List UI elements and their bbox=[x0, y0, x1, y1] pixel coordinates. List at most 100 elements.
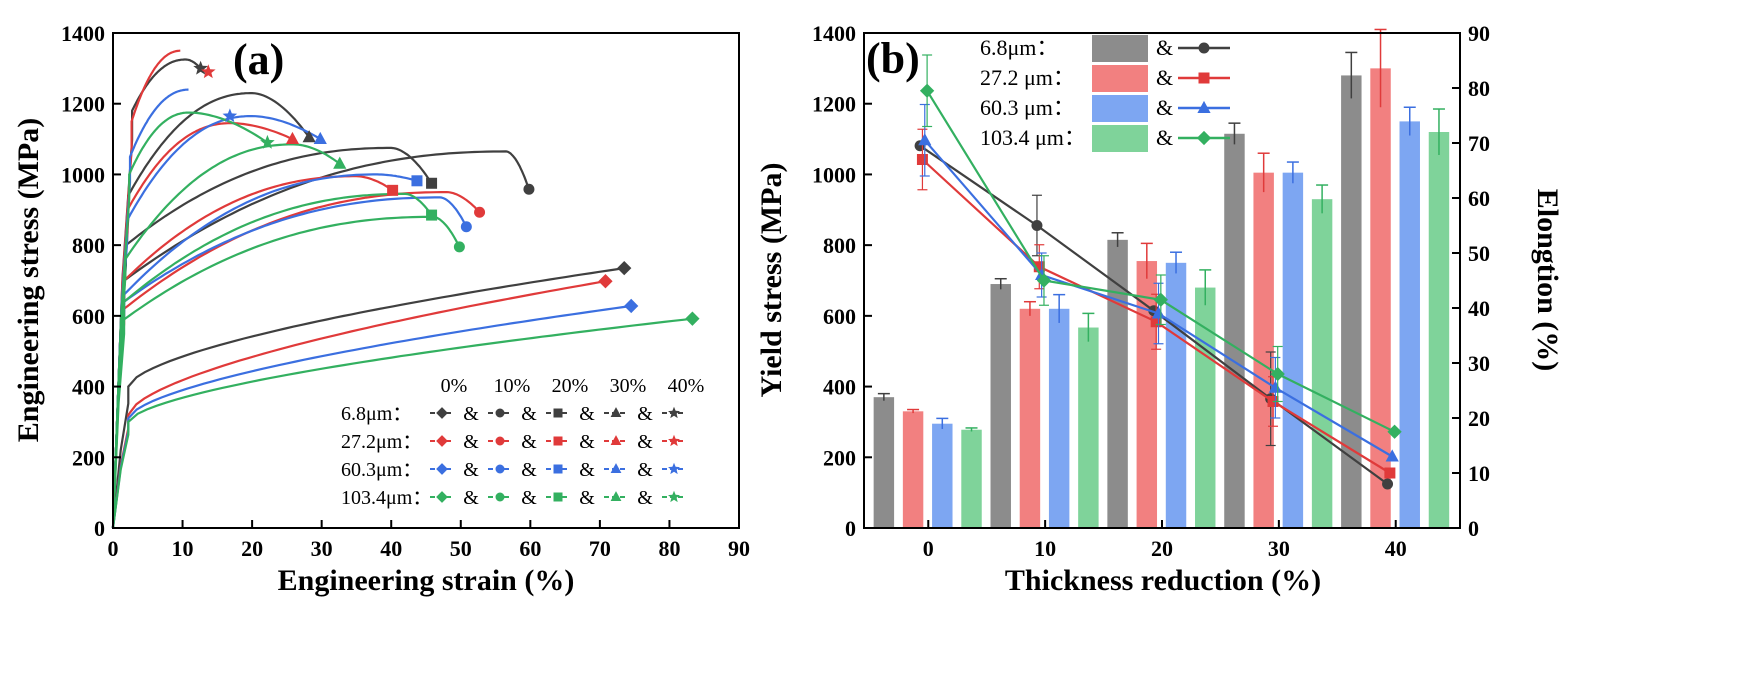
curve-27.2um-20% bbox=[111, 175, 394, 529]
panel-b-label: (b) bbox=[866, 34, 920, 83]
x-tick-label: 0 bbox=[108, 536, 119, 561]
curve-6.8um-0% bbox=[111, 267, 625, 529]
curve-103.4um-10% bbox=[111, 215, 461, 529]
legend-bar-swatch bbox=[1092, 125, 1148, 152]
curve-60.3um-20% bbox=[111, 173, 418, 529]
x-tick-label: 50 bbox=[450, 536, 472, 561]
curve-103.4um-20% bbox=[111, 192, 433, 529]
panel-a-y-axis-title: Engineering stress (MPa) bbox=[12, 118, 45, 442]
legend-marker-star bbox=[668, 490, 680, 503]
end-marker-60.3um-30% bbox=[313, 131, 327, 145]
end-marker-60.3um-0% bbox=[624, 298, 639, 314]
elongation-point-103.4um-40 bbox=[1387, 424, 1402, 439]
bar-27.2um-0 bbox=[902, 411, 924, 528]
legend-amp: & bbox=[1156, 35, 1173, 60]
y-tick-label: 0 bbox=[94, 516, 105, 541]
elongation-point-27.2um-0 bbox=[916, 154, 928, 165]
legend-marker-square bbox=[553, 464, 563, 474]
bar-6.8um-30 bbox=[1224, 133, 1245, 528]
legend-label: 27.2 μm： bbox=[980, 65, 1075, 90]
end-marker-103.4um-40% bbox=[260, 134, 275, 149]
panel-b-yield-bars bbox=[873, 28, 1450, 529]
legend-marker-circle bbox=[495, 492, 505, 502]
bar-27.2um-30 bbox=[1253, 172, 1274, 529]
curve-6.8um-20% bbox=[111, 146, 433, 529]
curve-6.8um-30% bbox=[111, 92, 310, 529]
legend-marker-diamond bbox=[436, 407, 448, 419]
legend-header: 0% bbox=[441, 375, 468, 397]
panel-a-stress-strain-chart: 0 10 20 30 40 50 60 70 80 90 0 200 400 600 800 1000 120… bbox=[12, 21, 750, 597]
legend-marker-diamond bbox=[1196, 130, 1212, 146]
y-tick-label: 600 bbox=[823, 304, 856, 329]
end-marker-6.8um-0% bbox=[617, 260, 632, 276]
bar-103.4um-30 bbox=[1311, 199, 1333, 528]
bar-103.4um-10 bbox=[1078, 327, 1099, 528]
legend-marker-circle bbox=[495, 408, 505, 418]
bar-27.2um-20 bbox=[1136, 261, 1158, 528]
end-marker-60.3um-40% bbox=[222, 108, 238, 123]
panel-b-left-y-ticks: 0 200 400 600 800 1000 1200 1400 bbox=[812, 21, 872, 541]
legend-amp: & bbox=[579, 403, 595, 425]
curve-60.3um-40% bbox=[111, 88, 189, 529]
panel-a-x-ticks: 0 10 20 30 40 50 60 70 80 90 bbox=[108, 520, 750, 561]
legend-marker-triangle bbox=[610, 491, 622, 502]
legend-marker-diamond bbox=[436, 463, 448, 475]
legend-amp: & bbox=[579, 431, 595, 453]
elongation-point-60.3um-20 bbox=[1151, 306, 1166, 319]
curve-27.2um-0% bbox=[111, 280, 606, 529]
y-tick-label: 1400 bbox=[812, 21, 856, 46]
end-marker-27.2um-10% bbox=[474, 206, 486, 218]
bar-60.3um-10 bbox=[1048, 308, 1070, 528]
panel-a-legend: 0% 10% 20% 30% 40% 6.8μm： & & & & 27.2μm： & & & & 60.3μ… bbox=[341, 375, 704, 509]
curve-27.2um-10% bbox=[111, 191, 481, 529]
y-tick-label: 1000 bbox=[812, 162, 856, 187]
legend-amp: & bbox=[463, 403, 479, 425]
legend-amp: & bbox=[521, 403, 537, 425]
bar-6.8um-40 bbox=[1341, 75, 1362, 528]
y-tick-label: 800 bbox=[823, 233, 856, 258]
legend-amp: & bbox=[637, 431, 653, 453]
panel-b-x-ticks: 0 10 20 30 40 bbox=[923, 520, 1407, 561]
panel-a-end-markers bbox=[193, 60, 700, 326]
end-marker-27.2um-0% bbox=[598, 274, 613, 289]
legend-row-label: 103.4μm： bbox=[341, 487, 432, 509]
y2-tick-label: 10 bbox=[1468, 461, 1490, 486]
panel-a-y-ticks: 0 200 400 600 800 1000 1200 1400 bbox=[61, 21, 121, 541]
panel-a-axes-frame bbox=[112, 32, 740, 529]
legend-bar-swatch bbox=[1092, 95, 1148, 122]
legend-amp: & bbox=[637, 403, 653, 425]
legend-amp: & bbox=[1156, 65, 1173, 90]
y-tick-label: 600 bbox=[72, 304, 105, 329]
bar-6.8um-20 bbox=[1107, 239, 1128, 528]
legend-header: 20% bbox=[552, 375, 589, 397]
panel-b-elongation-lines bbox=[914, 54, 1402, 490]
bar-60.3um-30 bbox=[1282, 172, 1304, 529]
end-marker-103.4um-0% bbox=[685, 311, 700, 326]
legend-marker-diamond bbox=[436, 435, 448, 447]
legend-marker-triangle bbox=[610, 407, 622, 418]
end-marker-27.2um-40% bbox=[201, 64, 216, 79]
legend-amp: & bbox=[463, 487, 479, 509]
y2-tick-label: 20 bbox=[1468, 406, 1490, 431]
legend-amp: & bbox=[1156, 125, 1173, 150]
elongation-point-27.2um-20 bbox=[1150, 316, 1162, 328]
legend-header: 10% bbox=[494, 375, 531, 397]
x-tick-label: 30 bbox=[1268, 536, 1290, 561]
legend-marker-diamond bbox=[436, 491, 448, 503]
x-tick-label: 20 bbox=[1151, 536, 1173, 561]
end-marker-103.4um-30% bbox=[333, 156, 347, 169]
end-marker-103.4um-10% bbox=[453, 241, 465, 253]
panel-a-curves bbox=[111, 49, 693, 529]
elongation-point-60.3um-40 bbox=[1385, 449, 1399, 462]
end-marker-27.2um-30% bbox=[285, 131, 300, 145]
legend-amp: & bbox=[579, 487, 595, 509]
legend-marker-square bbox=[553, 492, 563, 502]
y-tick-label: 200 bbox=[72, 445, 105, 470]
bar-27.2um-10 bbox=[1019, 308, 1041, 528]
curve-60.3um-0% bbox=[111, 304, 632, 529]
legend-marker-star bbox=[668, 434, 680, 447]
curve-60.3um-10% bbox=[111, 196, 468, 529]
legend-marker-circle bbox=[495, 464, 505, 474]
legend-header: 30% bbox=[610, 375, 647, 397]
bar-6.8um-0 bbox=[873, 397, 895, 528]
